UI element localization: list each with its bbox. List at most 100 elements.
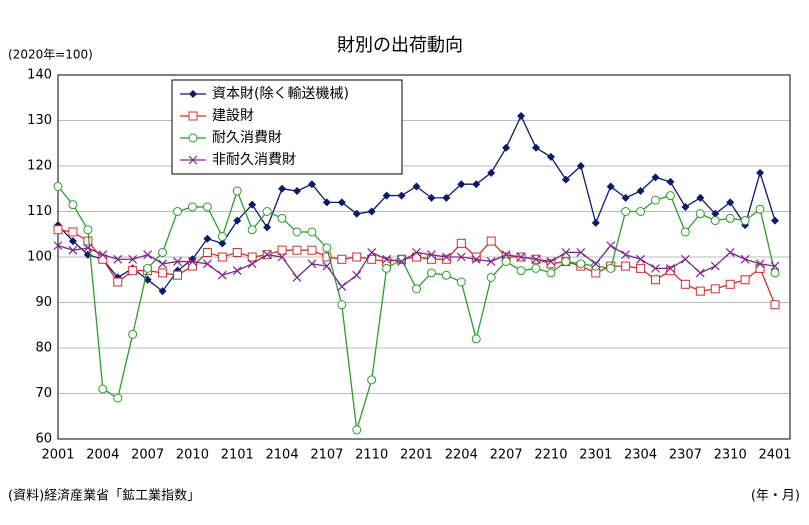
data-point xyxy=(517,111,526,120)
data-point xyxy=(636,207,646,216)
data-point xyxy=(501,250,511,260)
data-point xyxy=(546,268,556,278)
x-tick-label: 2310 xyxy=(714,448,747,463)
data-point xyxy=(397,191,406,200)
data-point xyxy=(322,252,332,262)
x-tick-label: 2204 xyxy=(445,448,478,463)
data-point xyxy=(322,243,332,253)
data-point xyxy=(546,152,555,161)
data-point xyxy=(352,270,362,280)
data-point xyxy=(68,237,77,246)
data-point xyxy=(158,287,167,296)
data-point xyxy=(725,279,735,289)
data-point xyxy=(486,236,496,246)
data-point xyxy=(487,168,496,177)
data-point xyxy=(113,393,123,403)
data-point xyxy=(680,227,690,237)
data-point xyxy=(441,252,451,262)
data-point xyxy=(636,254,645,264)
data-point xyxy=(53,225,63,235)
data-point xyxy=(591,218,600,227)
data-point xyxy=(412,284,421,294)
data-point xyxy=(561,248,571,257)
y-tick-label: 140 xyxy=(27,68,52,83)
chart-title: 財別の出荷動向 xyxy=(337,35,463,56)
data-point xyxy=(695,286,705,296)
data-point xyxy=(412,182,421,191)
data-point xyxy=(755,204,765,214)
data-point xyxy=(755,259,765,269)
data-point xyxy=(397,257,406,266)
data-point xyxy=(262,250,272,260)
data-point xyxy=(68,227,78,237)
data-point xyxy=(202,202,212,212)
data-point xyxy=(292,273,302,282)
data-point xyxy=(337,282,347,291)
data-point xyxy=(472,180,481,189)
data-point xyxy=(293,187,301,196)
data-point xyxy=(471,252,481,262)
data-point xyxy=(158,259,167,269)
data-point xyxy=(262,207,272,216)
data-point xyxy=(173,207,182,216)
data-point xyxy=(278,184,287,193)
data-point xyxy=(666,177,675,186)
legend-box xyxy=(171,79,403,175)
data-point xyxy=(83,225,93,235)
data-point xyxy=(606,241,616,251)
data-point xyxy=(695,268,705,278)
data-point xyxy=(606,263,616,273)
data-point xyxy=(128,329,138,339)
data-point xyxy=(531,254,541,264)
source-note: (資料)経済産業省「鉱工業指数」 xyxy=(8,488,200,504)
data-point xyxy=(158,247,168,257)
data-point xyxy=(621,207,631,216)
legend-label: 建設財 xyxy=(212,108,254,124)
data-point xyxy=(710,284,720,294)
x-tick-label: 2301 xyxy=(579,448,612,463)
y-tick-label: 70 xyxy=(35,386,52,401)
data-point xyxy=(367,207,376,216)
data-point xyxy=(113,277,123,287)
data-point xyxy=(382,254,392,264)
data-point xyxy=(576,248,586,257)
y-unit-label: (2020年=100) xyxy=(8,48,93,62)
data-point xyxy=(771,216,779,225)
data-point xyxy=(695,209,705,219)
data-point xyxy=(83,236,93,246)
data-point xyxy=(307,245,317,255)
data-point xyxy=(382,191,391,200)
data-point xyxy=(680,279,690,289)
data-point xyxy=(307,180,316,189)
data-point xyxy=(307,259,317,269)
data-point xyxy=(442,193,451,202)
data-point xyxy=(292,227,302,237)
data-point xyxy=(53,181,63,191)
data-point xyxy=(621,193,630,202)
data-point xyxy=(710,216,720,226)
data-point xyxy=(247,225,257,235)
data-point xyxy=(203,234,212,243)
data-point xyxy=(591,259,601,269)
data-point xyxy=(188,257,197,266)
data-point xyxy=(128,266,138,276)
data-point xyxy=(83,243,93,253)
data-point xyxy=(502,143,511,152)
data-point xyxy=(427,193,436,202)
data-point xyxy=(471,254,481,264)
data-point xyxy=(651,275,660,285)
data-point xyxy=(711,209,720,218)
data-point xyxy=(367,248,377,257)
data-point xyxy=(173,270,182,280)
legend-marker xyxy=(188,111,198,121)
data-point xyxy=(98,250,108,260)
data-point xyxy=(68,245,78,255)
data-point xyxy=(217,270,227,280)
data-point xyxy=(217,232,227,242)
data-point xyxy=(501,257,511,267)
data-point xyxy=(292,245,302,255)
x-tick-label: 2210 xyxy=(534,448,567,463)
legend-marker xyxy=(189,90,197,98)
data-point xyxy=(352,252,362,262)
data-point xyxy=(651,263,660,273)
